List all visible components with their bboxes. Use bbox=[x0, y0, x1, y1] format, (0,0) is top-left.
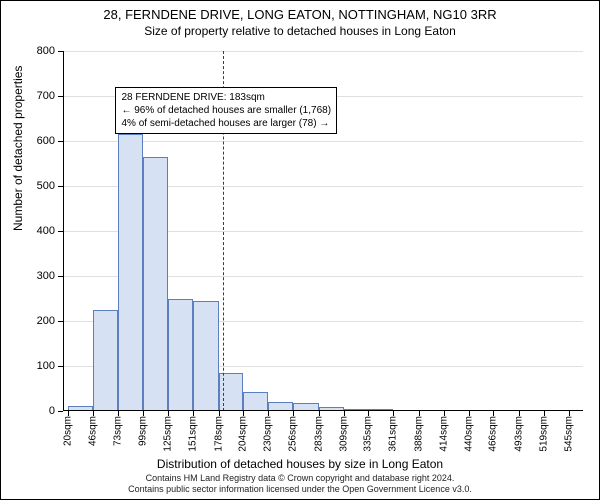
annotation-line-2: ← 96% of detached houses are smaller (1,… bbox=[121, 104, 331, 117]
histogram-bar bbox=[93, 310, 119, 411]
xtick-label: 519sqm bbox=[538, 416, 549, 452]
footer: Contains HM Land Registry data © Crown c… bbox=[1, 473, 599, 495]
x-axis-label: Distribution of detached houses by size … bbox=[1, 457, 599, 471]
xtick-label: 46sqm bbox=[87, 416, 98, 446]
y-axis-line bbox=[63, 51, 64, 411]
histogram-bar bbox=[143, 157, 168, 411]
histogram-bar bbox=[243, 392, 268, 411]
footer-line-2: Contains public sector information licen… bbox=[1, 484, 599, 495]
histogram-bar bbox=[219, 373, 244, 411]
plot-area: 010020030040050060070080020sqm46sqm73sqm… bbox=[63, 51, 583, 411]
xtick-label: 20sqm bbox=[62, 416, 73, 446]
xtick-label: 178sqm bbox=[213, 416, 224, 452]
chart-title-sub: Size of property relative to detached ho… bbox=[1, 24, 599, 38]
xtick-label: 466sqm bbox=[488, 416, 499, 452]
xtick-label: 361sqm bbox=[388, 416, 399, 452]
xtick-label: 335sqm bbox=[363, 416, 374, 452]
chart-container: 28, FERNDENE DRIVE, LONG EATON, NOTTINGH… bbox=[0, 0, 600, 500]
footer-line-1: Contains HM Land Registry data © Crown c… bbox=[1, 473, 599, 484]
ytick-label: 400 bbox=[37, 225, 55, 237]
y-axis-label: Number of detached properties bbox=[11, 66, 25, 231]
histogram-bar bbox=[118, 134, 143, 411]
xtick-label: 283sqm bbox=[313, 416, 324, 452]
xtick-label: 545sqm bbox=[563, 416, 574, 452]
xtick-label: 73sqm bbox=[113, 416, 124, 446]
annotation-line-3: 4% of semi-detached houses are larger (7… bbox=[121, 117, 331, 130]
ytick-label: 600 bbox=[37, 135, 55, 147]
xtick-label: 440sqm bbox=[463, 416, 474, 452]
xtick-label: 493sqm bbox=[514, 416, 525, 452]
xtick-label: 388sqm bbox=[413, 416, 424, 452]
xtick-label: 125sqm bbox=[162, 416, 173, 452]
annotation-line-1: 28 FERNDENE DRIVE: 183sqm bbox=[121, 91, 331, 104]
ytick-mark bbox=[58, 411, 63, 412]
ytick-label: 0 bbox=[49, 405, 55, 417]
ytick-label: 200 bbox=[37, 315, 55, 327]
ytick-label: 100 bbox=[37, 360, 55, 372]
ytick-label: 300 bbox=[37, 270, 55, 282]
histogram-bar bbox=[168, 299, 193, 412]
xtick-label: 204sqm bbox=[238, 416, 249, 452]
xtick-label: 309sqm bbox=[338, 416, 349, 452]
annotation-box: 28 FERNDENE DRIVE: 183sqm← 96% of detach… bbox=[115, 87, 337, 134]
xtick-label: 151sqm bbox=[187, 416, 198, 452]
histogram-bar bbox=[193, 301, 219, 411]
xtick-label: 414sqm bbox=[438, 416, 449, 452]
chart-title-main: 28, FERNDENE DRIVE, LONG EATON, NOTTINGH… bbox=[1, 7, 599, 22]
x-axis-line bbox=[63, 410, 583, 411]
xtick-label: 256sqm bbox=[287, 416, 298, 452]
xtick-label: 230sqm bbox=[263, 416, 274, 452]
ytick-label: 700 bbox=[37, 90, 55, 102]
xtick-label: 99sqm bbox=[138, 416, 149, 446]
ytick-label: 500 bbox=[37, 180, 55, 192]
gridline bbox=[63, 51, 583, 52]
ytick-label: 800 bbox=[37, 45, 55, 57]
